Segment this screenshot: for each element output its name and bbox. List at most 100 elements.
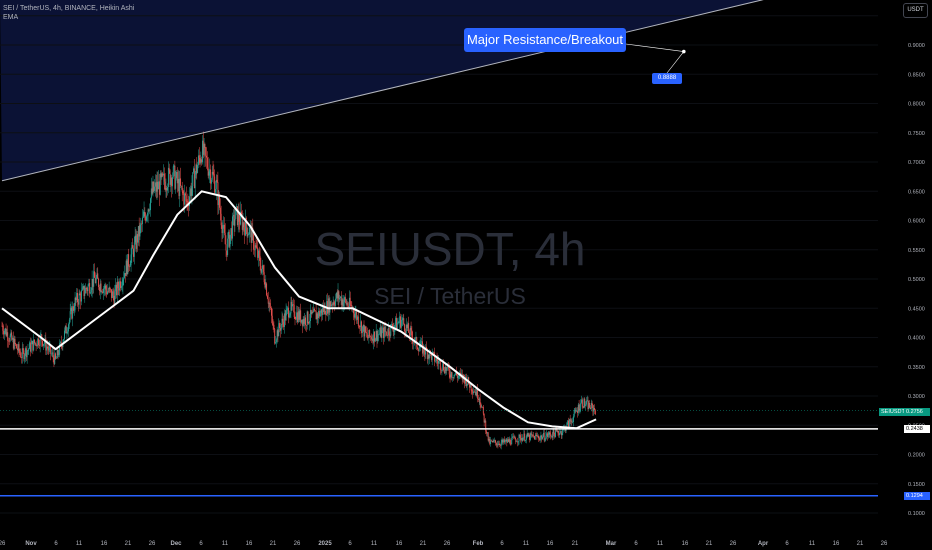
price-tick-label: 0.3500 [908, 365, 925, 371]
candle-body [177, 178, 179, 184]
symbol-price-tag: SEIUSDT [879, 408, 905, 416]
candle-body [399, 316, 401, 323]
candle-body [316, 313, 318, 320]
candle-body [186, 201, 188, 202]
candle-body [358, 325, 360, 327]
time-tick-label: 11 [371, 541, 378, 547]
candle-body [108, 287, 110, 292]
zone-fill [0, 0, 843, 181]
candle-body [331, 304, 333, 306]
candle-body [323, 305, 325, 312]
symbol-legend[interactable]: SEI / TetherUS, 4h, BINANCE, Heikin Ashi [3, 5, 135, 12]
candle-body [55, 358, 57, 359]
candle-body [377, 334, 379, 342]
candle-body [362, 324, 364, 327]
candle-body [431, 352, 433, 360]
candle-body [249, 227, 251, 235]
candle-body [363, 324, 365, 337]
candle-body [120, 286, 122, 289]
price-axis[interactable]: 1.00000.95000.90000.85000.80000.75000.70… [880, 0, 932, 550]
candle-body [549, 432, 551, 435]
candle-body [265, 283, 267, 288]
candle-body [449, 374, 451, 378]
candle-body [238, 211, 240, 222]
candle-body [502, 439, 504, 443]
candle-body [141, 217, 143, 225]
candle-body [45, 338, 47, 351]
candle-body [124, 273, 126, 276]
candle-body [40, 334, 42, 336]
resistance-callout[interactable]: Major Resistance/Breakout [464, 28, 626, 52]
candle-body [465, 376, 467, 387]
candle-body [523, 433, 525, 438]
candle-body [110, 289, 112, 290]
candle-body [395, 317, 397, 326]
candle-body [566, 422, 568, 428]
candle-body [14, 338, 16, 344]
candle-body [98, 287, 100, 292]
candle-body [242, 222, 244, 230]
candle-body [456, 375, 458, 378]
time-tick-label: 16 [547, 541, 554, 547]
candle-body [288, 315, 290, 318]
candle-body [557, 430, 559, 434]
candle-body [59, 343, 61, 355]
candle-body [324, 305, 326, 315]
candle-body [434, 352, 436, 362]
candle-body [92, 278, 94, 287]
candle-body [19, 351, 21, 354]
candle-body [99, 283, 101, 292]
candle-body [123, 277, 125, 280]
candle-body [163, 173, 164, 176]
candle-body [303, 319, 305, 324]
candle-body [64, 325, 66, 331]
candle-body [222, 228, 224, 234]
candle-body [587, 400, 589, 410]
candle-body [21, 348, 23, 359]
candle-body [100, 283, 102, 292]
candle-body [284, 313, 286, 321]
candle-body [361, 321, 363, 334]
candle-body [590, 402, 592, 409]
currency-button[interactable]: USDT [903, 3, 928, 18]
candle-body [341, 299, 343, 305]
candle-body [309, 321, 311, 324]
ema-legend[interactable]: EMA [3, 14, 19, 21]
candle-body [406, 324, 408, 329]
candle-body [232, 216, 233, 239]
candle-body [293, 304, 295, 317]
last-price-tag: 0.2756 [904, 408, 930, 416]
candle-body [284, 313, 285, 327]
candle-body [353, 307, 354, 314]
candle-body [159, 173, 161, 195]
candle-body [545, 435, 547, 440]
candle-body [210, 169, 212, 184]
candle-body [167, 187, 169, 191]
candle-body [390, 324, 392, 336]
candle-body [348, 297, 350, 307]
candle-body [264, 282, 266, 288]
candle-body [457, 375, 459, 378]
candle-body [34, 339, 35, 344]
candle-body [280, 324, 282, 331]
candle-body [369, 330, 371, 337]
candle-body [517, 441, 519, 443]
candle-body [478, 398, 480, 400]
candle-body [489, 439, 491, 444]
candle-body [439, 360, 440, 362]
candle-body [408, 323, 410, 333]
candle-body [391, 324, 393, 329]
time-axis[interactable]: 26 Nov 6 11 16 21 26 Dec 6 11 16 21 26 2025 6 11 16 21 26 F… [0, 532, 932, 550]
candle-body [413, 342, 415, 343]
time-tick-label: 21 [857, 541, 864, 547]
candle-body [250, 225, 252, 243]
candle-body [8, 340, 9, 342]
candle-body [271, 315, 273, 324]
candle-body [48, 346, 50, 351]
candle-body [286, 308, 288, 311]
candle-body [531, 434, 533, 436]
candle-body [410, 327, 412, 331]
candle-body [9, 335, 11, 342]
candle-body [499, 443, 501, 445]
